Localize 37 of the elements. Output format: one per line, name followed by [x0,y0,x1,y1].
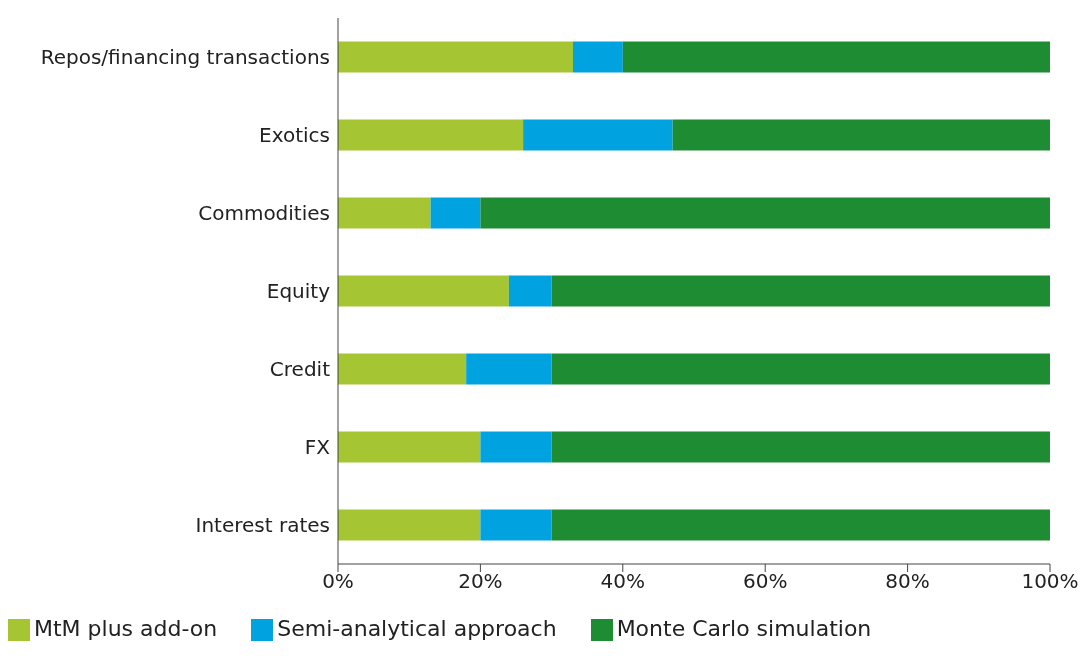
y-tick-label: Interest rates [195,513,330,538]
bar [338,197,431,229]
y-tick-label: Exotics [259,123,330,148]
y-tick-label: Credit [269,357,331,382]
bar [466,353,552,385]
x-tick-label: 20% [458,569,503,594]
bar [523,119,673,151]
x-tick-label: 0% [322,569,354,594]
legend-label: Monte Carlo simulation [616,616,872,641]
y-tick-label: Repos/financing transactions [40,45,330,70]
bar [572,41,623,73]
bar [338,509,481,541]
bar [551,353,1050,385]
legend-label: MtM plus add-on [34,616,218,641]
y-tick-label: Equity [266,279,331,304]
bar [551,275,1050,307]
bar [551,509,1050,541]
y-tick-label: FX [304,435,331,460]
x-tick-label: 60% [742,569,788,594]
bar [338,431,481,463]
bar [551,431,1050,463]
bar [480,509,552,541]
bar [508,275,552,307]
bar [430,197,481,229]
x-tick-label: 80% [885,569,930,594]
bar [672,119,1050,151]
bar [338,41,573,73]
bar [480,431,552,463]
bar [338,119,524,151]
bar [622,41,1050,73]
legend-label: Semi-analytical approach [277,616,557,641]
x-tick-label: 40% [600,569,646,594]
y-tick-label: Commodities [198,201,330,226]
bar [338,353,467,385]
bar [480,197,1050,229]
x-tick-label: 100% [1021,569,1079,594]
bar [338,275,509,307]
